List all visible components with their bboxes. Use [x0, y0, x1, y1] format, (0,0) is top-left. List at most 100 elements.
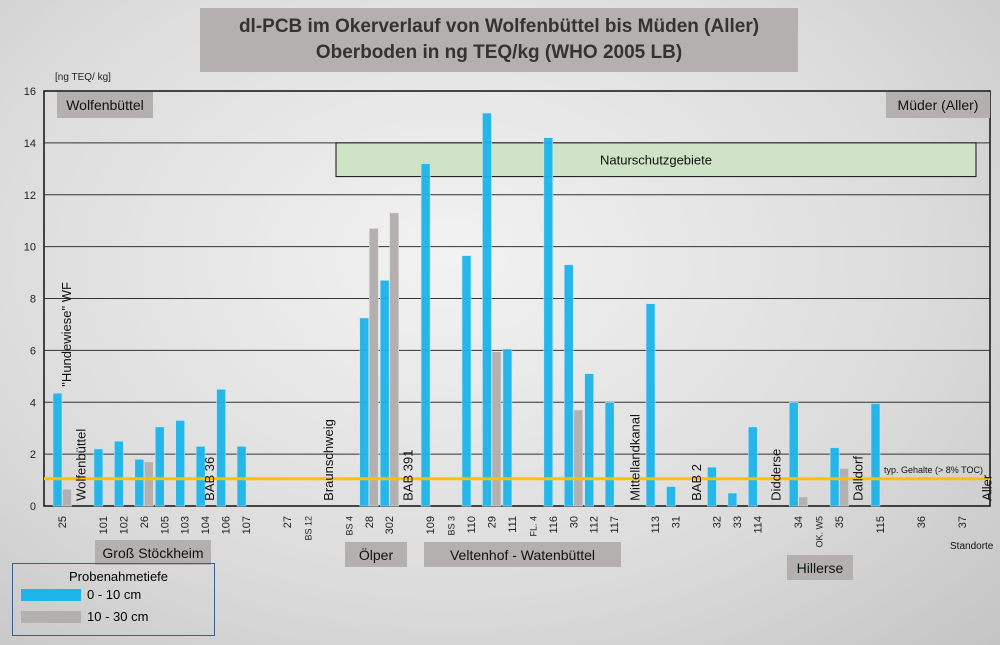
- title-line-2: Oberboden in ng TEQ/kg (WHO 2005 LB): [315, 42, 683, 63]
- bar-10-30-30: [573, 409, 584, 507]
- bar-0-10-32: [707, 466, 717, 507]
- bar-0-10-111: [502, 348, 513, 507]
- bar-0-10-29: [482, 112, 492, 507]
- bar-10-30-25: [62, 488, 72, 507]
- x-tick-label: 103: [180, 516, 192, 534]
- nature-reserve-label: Naturschutzgebiete: [600, 153, 712, 168]
- x-tick-label: 107: [241, 516, 253, 534]
- y-tick-label: 4: [30, 397, 36, 409]
- y-tick-label: 6: [30, 345, 36, 357]
- legend-swatch-10-30: [21, 611, 81, 623]
- x-tick-label: 29: [486, 516, 498, 528]
- bar-0-10-105: [154, 426, 165, 507]
- bar-0-10-35: [829, 447, 840, 507]
- x-tick-label: FL. 4: [528, 516, 538, 537]
- y-tick-label: 8: [30, 294, 36, 306]
- bar-10-30-34: [798, 496, 809, 507]
- bar-0-10-109: [420, 163, 431, 507]
- x-tick-label: 115: [875, 516, 887, 534]
- bar-10-30-28: [368, 228, 379, 507]
- bar-0-10-103: [175, 420, 185, 507]
- x-tick-label: 28: [364, 516, 376, 528]
- region-hillerse: Hillerse: [787, 555, 853, 580]
- x-tick-label: 116: [548, 516, 560, 534]
- region-oelper: Ölper: [345, 542, 407, 567]
- bar-0-10-115: [870, 403, 881, 507]
- x-tick-label: BS 4: [344, 516, 354, 536]
- x-tick-label: 101: [98, 516, 110, 534]
- legend-label-10-30: 10 - 30 cm: [87, 609, 149, 624]
- location-annotation: "Hundewiese" WF: [59, 282, 74, 387]
- x-tick-label: 31: [671, 516, 683, 528]
- legend-title: Probenahmetiefe: [69, 569, 169, 584]
- bar-0-10-107: [236, 446, 247, 507]
- x-tick-label: 27: [282, 516, 294, 528]
- x-tick-label: 113: [650, 516, 662, 534]
- x-tick-label: 111: [507, 516, 519, 533]
- location-annotation: Mittellandkanal: [628, 414, 643, 501]
- nature-reserve-box: [335, 142, 977, 178]
- x-tick-label: 105: [159, 516, 171, 534]
- x-tick-label: 26: [139, 516, 151, 528]
- x-tick-label: 36: [916, 516, 928, 528]
- x-tick-label: 33: [732, 516, 744, 528]
- location-annotation: Dalldorf: [851, 456, 866, 501]
- location-annotation: BAB 2: [689, 464, 704, 501]
- legend: Probenahmetiefe 0 - 10 cm 10 - 30 cm: [12, 563, 215, 636]
- y-tick-label: 12: [24, 190, 36, 202]
- x-tick-label: 112: [589, 516, 601, 534]
- x-tick-label: 110: [466, 516, 478, 534]
- location-annotation: Aller: [979, 474, 994, 501]
- bar-0-10-112: [584, 373, 595, 507]
- x-tick-label: 37: [957, 516, 969, 528]
- bar-10-30-302: [389, 212, 400, 507]
- label-start-wolfenbuettel: Wolfenbüttel: [57, 92, 153, 118]
- bar-0-10-34: [788, 401, 799, 507]
- bar-0-10-104: [195, 446, 206, 507]
- bar-0-10-33: [727, 492, 738, 507]
- location-annotation: BAB 391: [401, 449, 416, 500]
- x-tick-label: 35: [834, 516, 846, 528]
- bar-0-10-106: [216, 388, 226, 507]
- bar-0-10-26: [134, 459, 145, 507]
- bar-0-10-31: [666, 486, 676, 507]
- y-tick-label: 2: [30, 449, 36, 461]
- bar-0-10-110: [461, 255, 472, 507]
- location-annotation: BAB 36: [202, 457, 217, 501]
- x-tick-label: 102: [118, 516, 130, 534]
- legend-swatch-0-10: [21, 589, 81, 601]
- bar-0-10-114: [747, 426, 758, 507]
- region-veltenhof: Veltenhof - Watenbüttel: [424, 542, 621, 567]
- bar-0-10-113: [645, 303, 656, 507]
- x-tick-label: 30: [568, 516, 580, 528]
- x-tick-label: 32: [711, 516, 723, 528]
- x-axis-label: Standorte: [950, 541, 994, 552]
- bar-0-10-302: [379, 280, 390, 507]
- region-gross-stoeckheim: Groß Stöckheim: [95, 540, 211, 565]
- location-annotation: Wolfenbüttel: [73, 429, 88, 501]
- x-tick-label: 106: [221, 516, 233, 534]
- x-tick-label: 104: [200, 516, 212, 534]
- x-tick-label: 109: [425, 516, 437, 534]
- chart-title: dl-PCB im Okerverlauf von Wolfenbüttel b…: [200, 8, 798, 72]
- location-annotation: Didderse: [769, 449, 784, 501]
- bar-0-10-30: [563, 264, 574, 507]
- x-tick-label: OK. W5: [815, 516, 825, 548]
- bar-10-30-29: [491, 351, 502, 507]
- y-axis-label: [ng TEQ/ kg]: [55, 72, 111, 83]
- x-tick-label: 34: [793, 516, 805, 528]
- x-tick-label: 117: [609, 516, 621, 534]
- x-tick-label: BS 12: [303, 516, 313, 541]
- bar-0-10-117: [604, 401, 615, 507]
- title-line-1: dl-PCB im Okerverlauf von Wolfenbüttel b…: [238, 16, 760, 37]
- bar-0-10-28: [359, 317, 370, 507]
- bar-0-10-102: [114, 440, 124, 507]
- bar-10-30-26: [144, 461, 154, 507]
- reference-line-label: typ. Gehalte (> 8% TOC): [884, 465, 983, 475]
- legend-label-0-10: 0 - 10 cm: [87, 587, 142, 602]
- x-tick-label: 302: [384, 516, 396, 534]
- bar-0-10-25: [52, 392, 63, 507]
- x-tick-label: BS 3: [447, 516, 457, 536]
- label-end-mueden: Müder (Aller): [886, 92, 990, 118]
